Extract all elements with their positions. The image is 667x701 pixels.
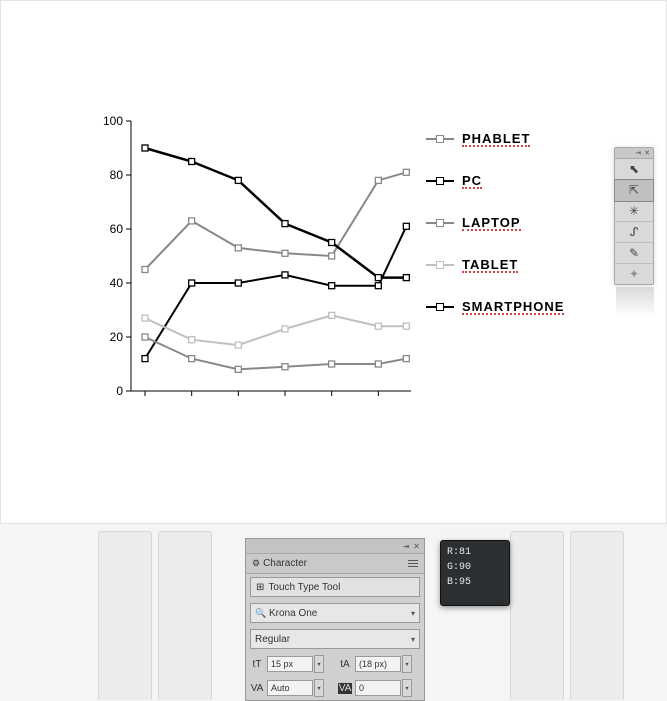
leading-icon: tA (338, 659, 352, 670)
legend-label: PHABLET (462, 131, 530, 146)
close-icon[interactable]: ✕ (644, 149, 650, 157)
kerning-stepper[interactable]: ▾ (314, 679, 324, 697)
legend-item: PHABLET (426, 131, 564, 146)
line-chart: 0 20 40 60 80 100 (91, 111, 421, 411)
color-readout: R:81 G:90 B:95 (440, 540, 510, 606)
legend-item: TABLET (426, 257, 564, 272)
svg-text:80: 80 (110, 168, 124, 182)
svg-text:40: 40 (110, 276, 124, 290)
chevron-down-icon: ▾ (411, 635, 415, 644)
font-size-icon: tT (250, 659, 264, 670)
character-panel[interactable]: ⇥ ✕ ⚙Character ⊞ Touch Type Tool 🔍 Krona… (245, 538, 425, 701)
svg-text:20: 20 (110, 330, 124, 344)
touch-type-icon: ⊞ (256, 582, 264, 593)
legend-label: LAPTOP (462, 215, 521, 230)
tracking-field[interactable]: 0 (355, 680, 401, 696)
font-family-value: Krona One (269, 608, 317, 619)
character-tab-label: Character (263, 558, 307, 569)
kerning-field[interactable]: Auto (267, 680, 313, 696)
gear-icon: ⚙ (252, 558, 260, 568)
tools-panel[interactable]: ⇥ ✕ ⬉⇱✳ᔑ✎✦ (614, 147, 654, 285)
character-panel-header[interactable]: ⇥ ✕ (246, 539, 424, 554)
lasso-tool[interactable]: ᔑ (615, 222, 653, 243)
legend-item: LAPTOP (426, 215, 564, 230)
collapse-icon[interactable]: ⇥ (635, 149, 641, 157)
magic-wand-tool[interactable]: ✳ (615, 201, 653, 222)
leading-field[interactable]: (18 px) (355, 656, 401, 672)
touch-type-tool-button[interactable]: ⊞ Touch Type Tool (250, 577, 420, 597)
font-style-select[interactable]: Regular ▾ (250, 629, 420, 649)
character-tab[interactable]: ⚙Character (246, 554, 424, 574)
eyedropper-tool[interactable]: ✦ (615, 264, 653, 284)
dock-panel-1[interactable] (98, 531, 152, 700)
dock-panel-4[interactable] (570, 531, 624, 700)
selection-tool[interactable]: ⬉ (615, 159, 653, 180)
pen-tool[interactable]: ✎ (615, 243, 653, 264)
font-style-value: Regular (255, 634, 290, 645)
tracking-stepper[interactable]: ▾ (402, 679, 412, 697)
legend-item: SMARTPHONE (426, 299, 564, 314)
chart-svg: 0 20 40 60 80 100 (91, 111, 421, 421)
leading-stepper[interactable]: ▾ (402, 655, 412, 673)
font-size-field[interactable]: 15 px (267, 656, 313, 672)
dock-panel-2[interactable] (158, 531, 212, 700)
collapse-icon[interactable]: ⇥ (403, 542, 410, 551)
tracking-icon: VA (338, 683, 352, 694)
dock-panel-3[interactable] (510, 531, 564, 700)
legend-label: SMARTPHONE (462, 299, 564, 314)
legend-label: TABLET (462, 257, 518, 272)
chevron-down-icon: ▾ (411, 609, 415, 618)
kerning-icon: VA (250, 683, 264, 694)
chart-legend: PHABLET PC LAPTOP TABLET SMARTPHONE (426, 131, 564, 341)
touch-type-label: Touch Type Tool (268, 582, 340, 593)
legend-label: PC (462, 173, 482, 188)
close-icon[interactable]: ✕ (413, 542, 420, 551)
artboard: 0 20 40 60 80 100 PHABLET PC LAPTOP TABLET SMARTP… (0, 0, 667, 524)
search-icon: 🔍 (255, 608, 266, 618)
font-size-stepper[interactable]: ▾ (314, 655, 324, 673)
panel-menu-icon[interactable] (408, 560, 418, 568)
svg-text:100: 100 (103, 114, 123, 128)
tools-panel-header[interactable]: ⇥ ✕ (615, 148, 653, 159)
font-family-select[interactable]: 🔍 Krona One ▾ (250, 603, 420, 623)
legend-item: PC (426, 173, 564, 188)
svg-text:60: 60 (110, 222, 124, 236)
direct-selection-tool[interactable]: ⇱ (615, 180, 653, 201)
svg-text:0: 0 (116, 384, 123, 398)
